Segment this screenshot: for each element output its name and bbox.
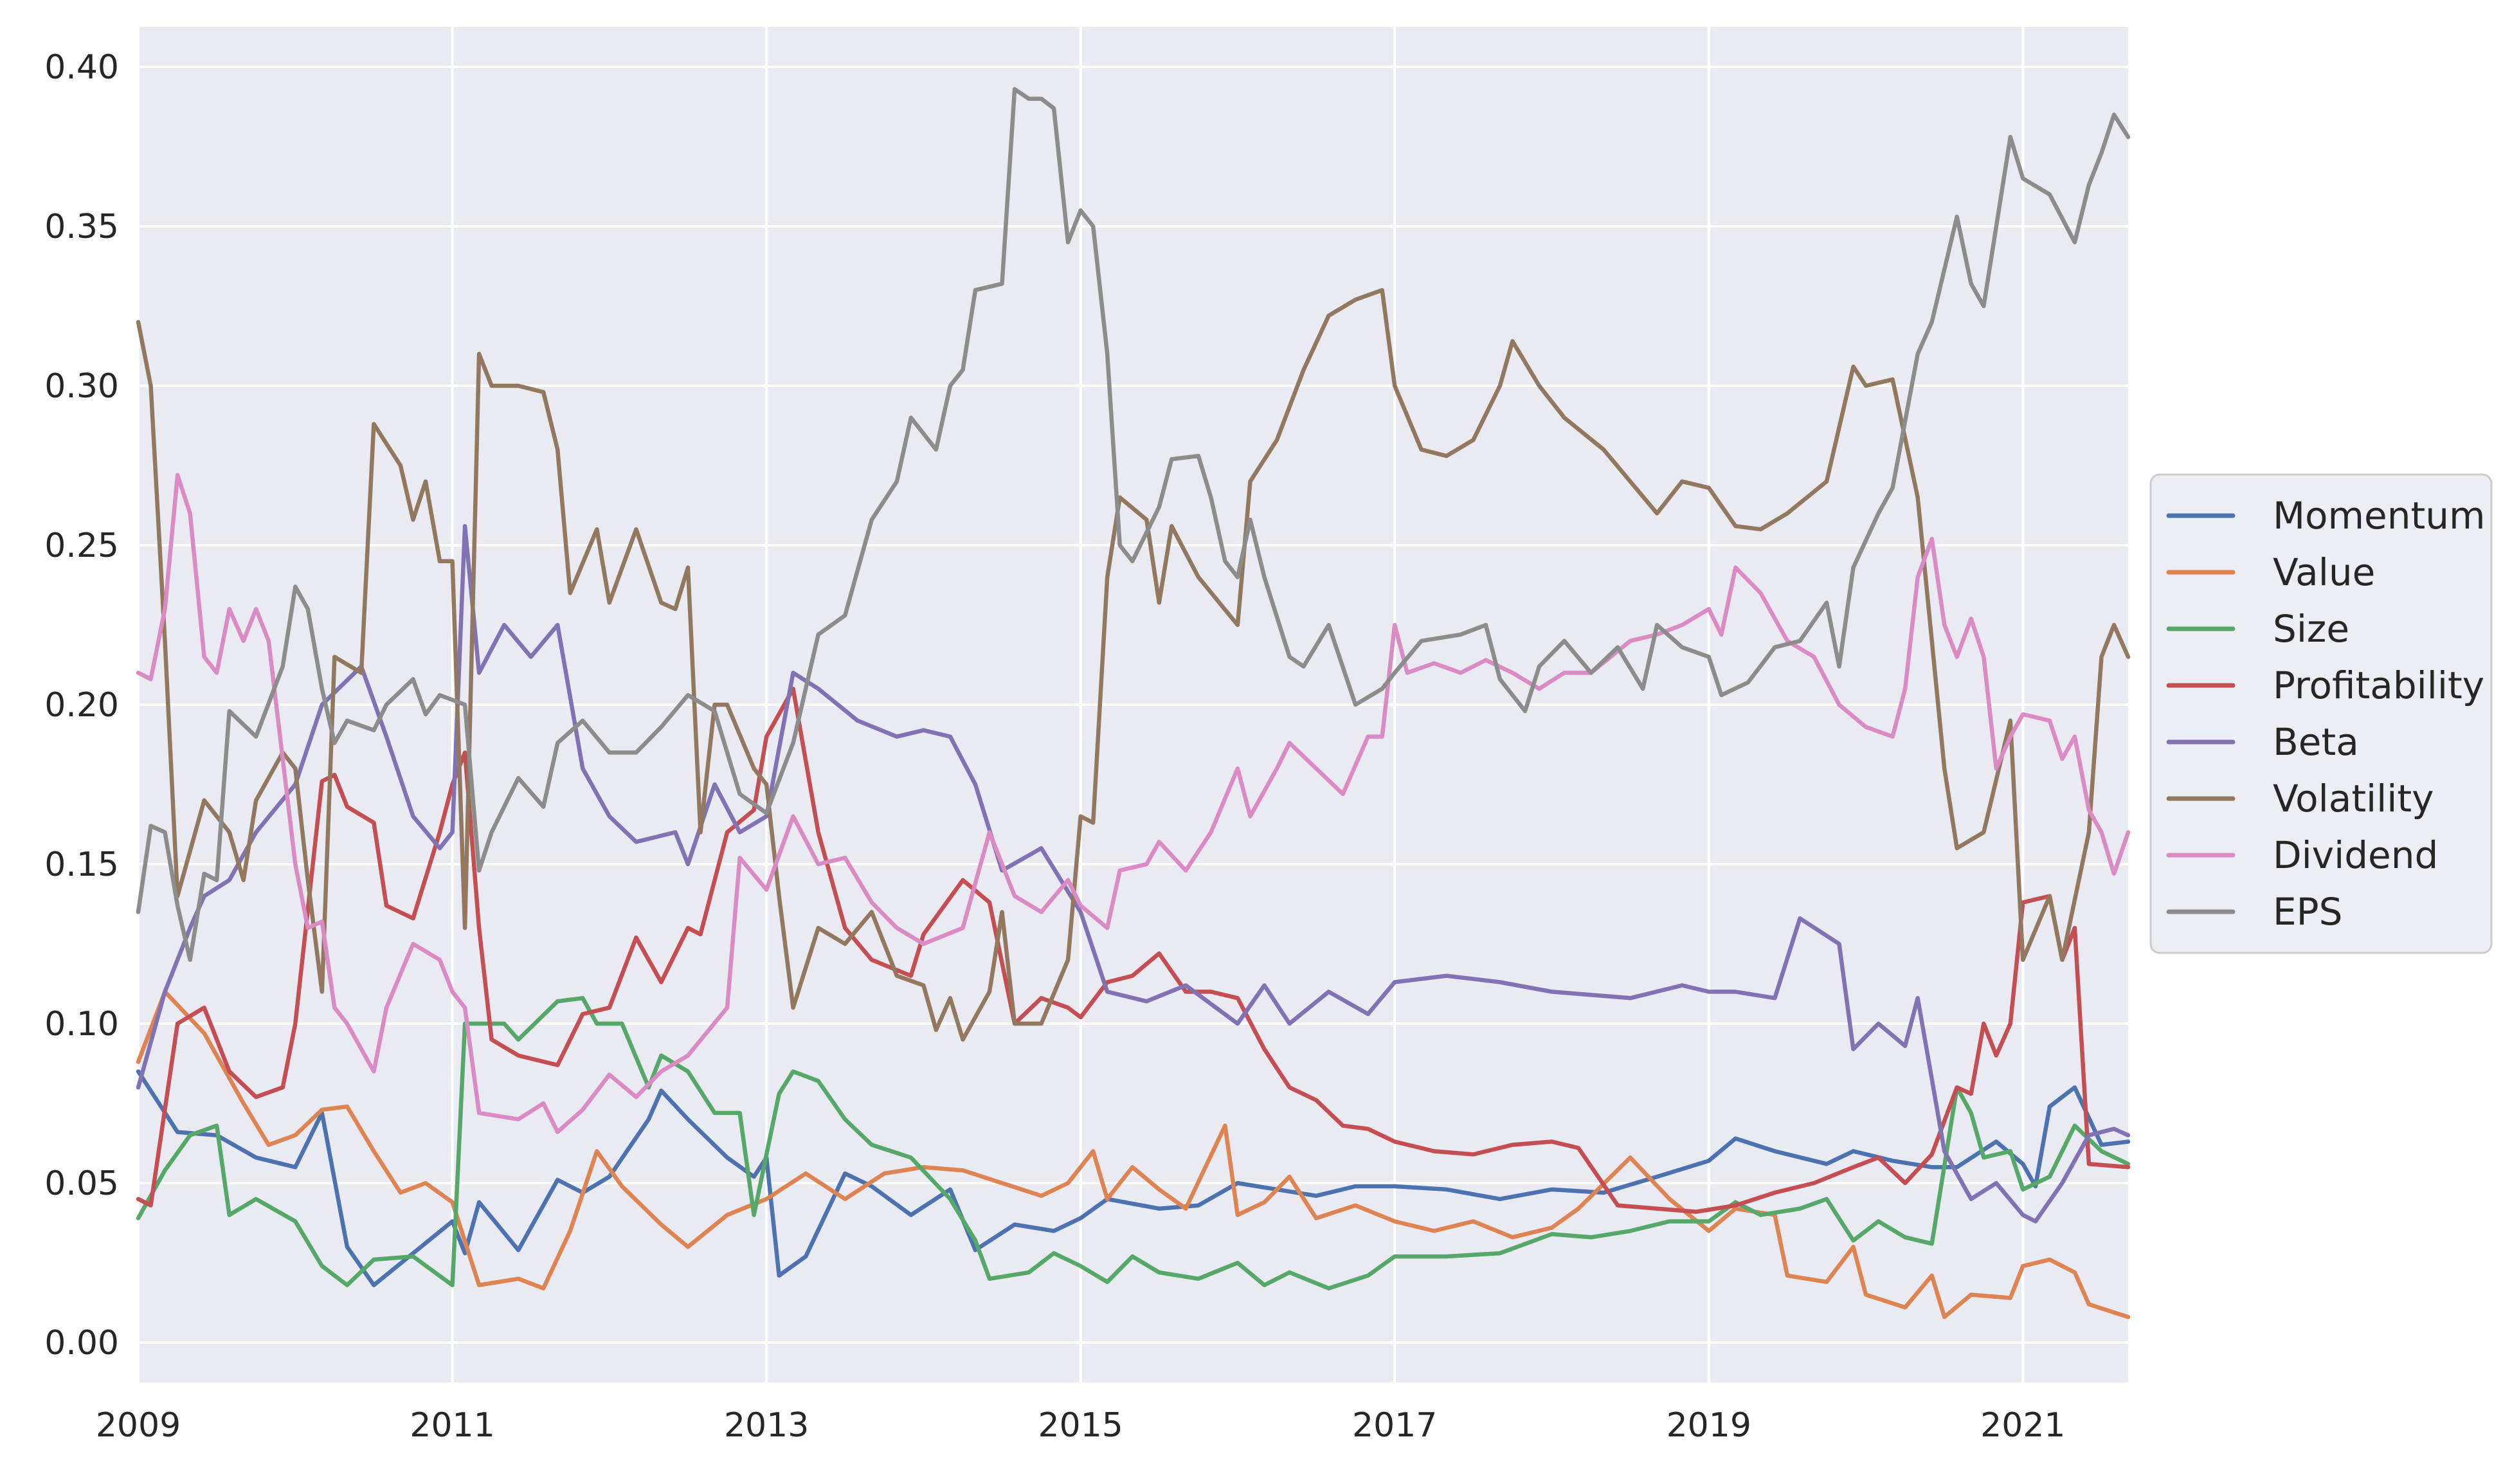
x-tick-label: 2017 (1352, 1406, 1437, 1445)
series-lines (136, 87, 2131, 1319)
x-tick-label: 2011 (410, 1406, 494, 1445)
series-line-value (136, 990, 2131, 1319)
series-line-size (136, 996, 2131, 1290)
legend-label-profitability: Profitability (2273, 664, 2484, 707)
y-tick-label: 0.40 (44, 48, 119, 87)
x-tick-label: 2009 (96, 1406, 181, 1445)
y-tick-label: 0.30 (44, 367, 119, 406)
x-tick-label: 2021 (1980, 1406, 2065, 1445)
legend-label-dividend: Dividend (2273, 833, 2438, 877)
legend-label-momentum: Momentum (2273, 494, 2485, 538)
legend: Momentum Value Size Profitability Beta Volati… (2149, 473, 2493, 954)
y-tick-label: 0.25 (44, 527, 119, 565)
x-axis: 2009 2011 2013 2015 2017 2019 2021 (96, 1406, 2066, 1445)
series-line-beta (136, 523, 2131, 1224)
y-tick-label: 0.05 (44, 1164, 119, 1203)
series-line-volatility (136, 287, 2131, 1042)
x-tick-label: 2013 (724, 1406, 809, 1445)
y-tick-label: 0.00 (44, 1324, 119, 1362)
x-tick-label: 2015 (1038, 1406, 1123, 1445)
y-tick-label: 0.10 (44, 1005, 119, 1044)
legend-label-value: Value (2273, 550, 2375, 594)
y-axis: 0.00 0.05 0.10 0.15 0.20 0.25 0.30 0.35 0.40 (44, 48, 119, 1362)
y-tick-label: 0.15 (44, 846, 119, 884)
legend-label-volatility: Volatility (2273, 777, 2434, 820)
y-tick-label: 0.20 (44, 686, 119, 725)
y-tick-label: 0.35 (44, 208, 119, 246)
series-line-dividend (136, 473, 2131, 1134)
legend-box (2149, 473, 2493, 954)
series-line-profitability (136, 686, 2131, 1214)
legend-label-beta: Beta (2273, 720, 2359, 764)
series-line-eps (136, 87, 2131, 963)
series-line-momentum (136, 1069, 2131, 1287)
legend-label-eps: EPS (2273, 890, 2342, 934)
x-tick-label: 2019 (1667, 1406, 1751, 1445)
legend-label-size: Size (2273, 607, 2349, 651)
